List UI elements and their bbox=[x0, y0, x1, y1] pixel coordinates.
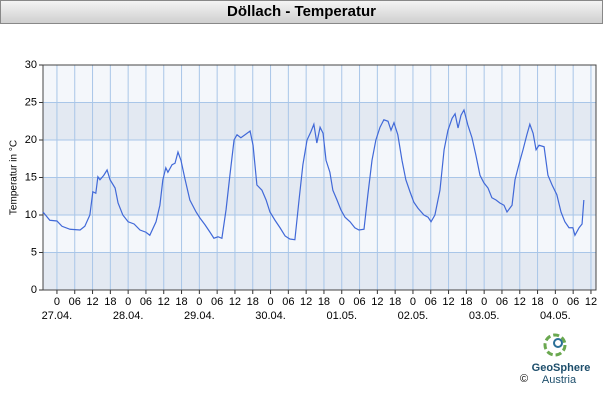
x-date-label: 01.05. bbox=[326, 310, 357, 322]
logo-icon bbox=[543, 333, 567, 357]
y-tick-label: 30 bbox=[25, 59, 37, 71]
x-tick-label: 0 bbox=[481, 296, 487, 308]
logo-icon bbox=[553, 338, 563, 348]
plot-border bbox=[42, 64, 597, 291]
y-axis-label: Temperatur in °C bbox=[9, 140, 20, 215]
logo-sub: Austria bbox=[542, 374, 577, 386]
x-date-label: 04.05. bbox=[540, 310, 571, 322]
x-tick-label: 06 bbox=[425, 296, 437, 308]
copyright: © bbox=[520, 373, 528, 385]
x-tick-label: 06 bbox=[282, 296, 294, 308]
data-line bbox=[42, 108, 585, 241]
x-tick-label: 18 bbox=[389, 296, 401, 308]
x-tick-label: 0 bbox=[410, 296, 416, 308]
x-date-label: 02.05. bbox=[398, 310, 429, 322]
plot-band bbox=[43, 177, 596, 215]
x-tick-label: 0 bbox=[552, 296, 558, 308]
x-tick-label: 12 bbox=[371, 296, 383, 308]
x-tick-label: 18 bbox=[460, 296, 472, 308]
x-tick-label: 12 bbox=[442, 296, 454, 308]
x-tick-label: 18 bbox=[531, 296, 543, 308]
x-tick-label: 06 bbox=[69, 296, 81, 308]
x-tick-label: 0 bbox=[54, 296, 60, 308]
x-date-label: 29.04. bbox=[184, 310, 215, 322]
y-tick-label: 10 bbox=[25, 209, 37, 221]
x-tick-label: 06 bbox=[140, 296, 152, 308]
x-tick-label: 12 bbox=[229, 296, 241, 308]
x-tick-label: 12 bbox=[300, 296, 312, 308]
x-tick-label: 12 bbox=[158, 296, 170, 308]
x-tick-label: 06 bbox=[567, 296, 579, 308]
x-tick-label: 0 bbox=[267, 296, 273, 308]
x-tick-label: 18 bbox=[318, 296, 330, 308]
x-tick-label: 06 bbox=[496, 296, 508, 308]
title-bar: Döllach - Temperatur bbox=[0, 0, 603, 24]
y-tick-label: 15 bbox=[25, 171, 37, 183]
y-tick-label: 0 bbox=[31, 284, 37, 296]
x-tick-label: 0 bbox=[125, 296, 131, 308]
plot-band bbox=[43, 102, 596, 140]
y-tick-label: 5 bbox=[31, 246, 37, 258]
x-date-label: 30.04. bbox=[255, 310, 286, 322]
x-date-label: 27.04. bbox=[42, 310, 73, 322]
x-tick-label: 0 bbox=[339, 296, 345, 308]
x-tick-label: 18 bbox=[104, 296, 116, 308]
x-tick-label: 18 bbox=[247, 296, 259, 308]
x-tick-label: 06 bbox=[353, 296, 365, 308]
logo-name: GeoSphere bbox=[532, 362, 591, 374]
x-tick-label: 12 bbox=[514, 296, 526, 308]
x-tick-label: 0 bbox=[196, 296, 202, 308]
y-tick-label: 25 bbox=[25, 96, 37, 108]
plot-band bbox=[43, 252, 596, 290]
x-tick-label: 12 bbox=[585, 296, 597, 308]
x-tick-label: 06 bbox=[211, 296, 223, 308]
y-tick-label: 20 bbox=[25, 134, 37, 146]
x-tick-label: 18 bbox=[175, 296, 187, 308]
x-date-label: 28.04. bbox=[113, 310, 144, 322]
x-date-label: 03.05. bbox=[469, 310, 500, 322]
x-tick-label: 12 bbox=[86, 296, 98, 308]
logo: GeoSphere Austria © bbox=[520, 333, 591, 386]
